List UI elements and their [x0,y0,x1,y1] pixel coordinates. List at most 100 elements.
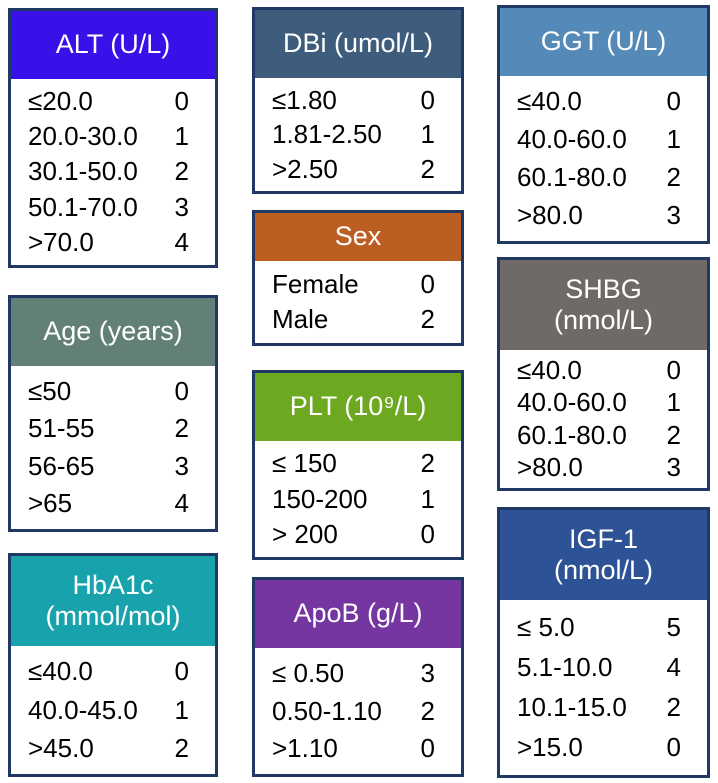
score-value: 1 [420,483,435,514]
card-sex-body: Female 0 Male 2 [255,261,461,343]
card-shbg: SHBG (nmol/L) ≤40.0 0 40.0-60.0 1 60.1-80.0 2… [497,257,710,491]
score-value: 2 [174,732,189,763]
score-value: 1 [174,694,189,725]
range-label: ≤ 150 [272,448,337,479]
range-label: Male [272,304,329,335]
score-row: 30.1-50.0 2 [11,156,215,187]
score-value: 3 [420,657,435,688]
score-row: 60.1-80.0 2 [500,162,707,193]
card-alt: ALT (U/L) ≤20.0 0 20.0-30.0 1 30.1-50.0 2 50.1… [8,8,218,268]
range-label: 50.1-70.0 [28,191,138,222]
score-row: >80.0 3 [500,452,707,483]
range-label: 56-65 [28,450,95,481]
range-label: ≤ 5.0 [517,612,575,642]
card-dbi-header: DBi (umol/L) [255,10,461,78]
score-row: 0.50-1.10 2 [255,696,461,727]
range-label: 40.0-45.0 [28,694,138,725]
score-row: >2.50 2 [255,154,461,185]
score-value: 3 [174,450,189,481]
score-row: >80.0 3 [500,200,707,231]
range-label: 40.0-60.0 [517,387,627,418]
score-value: 0 [666,732,681,762]
score-row: ≤40.0 0 [11,656,215,687]
score-value: 2 [420,448,435,479]
range-label: >1.10 [272,733,338,764]
range-label: 20.0-30.0 [28,121,138,152]
score-value: 2 [666,419,681,450]
score-row: 50.1-70.0 3 [11,192,215,223]
card-title: DBi (umol/L) [282,28,434,59]
range-label: 5.1-10.0 [517,652,613,682]
card-plt-body: ≤ 150 2 150-200 1 > 200 0 [255,441,461,557]
score-row: 20.0-30.0 1 [11,121,215,152]
score-row: 40.0-45.0 1 [11,695,215,726]
card-title: IGF-1 (nmol/L) [553,523,654,585]
card-hba1c: HbA1c (mmol/mol) ≤40.0 0 40.0-45.0 1 >45.0 2 [8,553,218,777]
card-title: ALT (U/L) [55,29,171,60]
card-age: Age (years) ≤50 0 51-55 2 56-65 3 >65 4 [8,295,218,532]
score-row: 56-65 3 [11,451,215,482]
score-row: ≤1.80 0 [255,85,461,116]
card-ggt-header: GGT (U/L) [500,8,707,76]
card-plt: PLT (10⁹/L) ≤ 150 2 150-200 1 > 200 0 [252,370,464,560]
range-label: 60.1-80.0 [517,419,627,450]
range-label: >15.0 [517,732,583,762]
range-label: 60.1-80.0 [517,162,627,192]
score-value: 2 [420,304,435,335]
card-hba1c-header: HbA1c (mmol/mol) [11,556,215,646]
range-label: >2.50 [272,153,338,184]
card-dbi-body: ≤1.80 0 1.81-2.50 1 >2.50 2 [255,78,461,191]
card-sex-header: Sex [255,213,461,261]
score-row: 1.81-2.50 1 [255,119,461,150]
range-label: >65 [28,488,73,519]
card-sex: Sex Female 0 Male 2 [252,210,464,346]
score-row: >70.0 4 [11,227,215,258]
range-label: >80.0 [517,452,583,483]
range-label: > 200 [272,518,338,549]
score-value: 4 [174,226,189,257]
range-label: 150-200 [272,483,368,514]
score-row: >15.0 0 [500,732,707,763]
score-value: 0 [174,656,189,687]
score-value: 1 [174,121,189,152]
score-row: 40.0-60.0 1 [500,387,707,418]
range-label: Female [272,268,359,299]
score-row: 5.1-10.0 4 [500,652,707,683]
score-row: >65 4 [11,488,215,519]
score-value: 0 [420,268,435,299]
card-shbg-body: ≤40.0 0 40.0-60.0 1 60.1-80.0 2 >80.0 3 [500,350,707,488]
card-igf1-header: IGF-1 (nmol/L) [500,510,707,600]
range-label: ≤50 [28,375,72,406]
score-value: 0 [666,354,681,385]
score-value: 4 [666,652,681,682]
score-value: 0 [174,86,189,117]
score-row: ≤20.0 0 [11,86,215,117]
range-label: 1.81-2.50 [272,119,382,149]
score-value: 0 [174,375,189,406]
range-label: ≤40.0 [517,354,582,385]
card-ggt-body: ≤40.0 0 40.0-60.0 1 60.1-80.0 2 >80.0 3 [500,76,707,241]
score-row: ≤ 150 2 [255,448,461,479]
range-label: ≤ 0.50 [272,657,345,688]
card-igf1-body: ≤ 5.0 5 5.1-10.0 4 10.1-15.0 2 >15.0 0 [500,600,707,775]
score-value: 2 [666,692,681,722]
card-title: GGT (U/L) [540,26,667,57]
card-alt-body: ≤20.0 0 20.0-30.0 1 30.1-50.0 2 50.1-70.0 3 >70.… [11,79,215,265]
range-label: ≤20.0 [28,86,93,117]
range-label: >45.0 [28,732,94,763]
score-value: 1 [666,124,681,154]
score-row: >1.10 0 [255,733,461,764]
range-label: 40.0-60.0 [517,124,627,154]
score-value: 2 [420,153,435,184]
score-value: 0 [420,733,435,764]
score-value: 2 [420,695,435,726]
range-label: 0.50-1.10 [272,695,382,726]
card-alt-header: ALT (U/L) [11,11,215,79]
range-label: ≤40.0 [28,656,93,687]
score-row: ≤ 5.0 5 [500,612,707,643]
score-row: 150-200 1 [255,484,461,515]
score-row: >45.0 2 [11,733,215,764]
card-shbg-header: SHBG (nmol/L) [500,260,707,350]
score-value: 0 [420,84,435,115]
